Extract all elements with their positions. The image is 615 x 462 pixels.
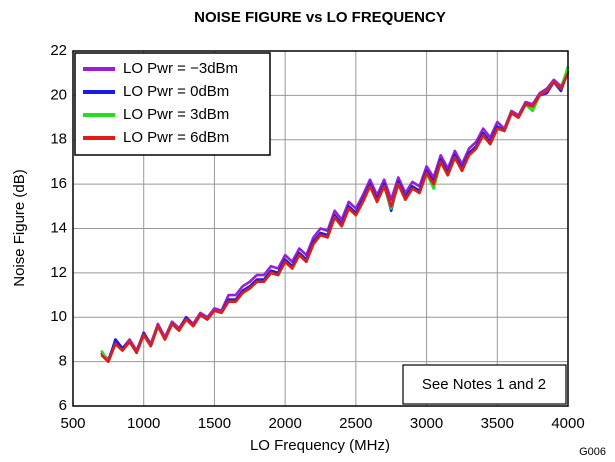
y-tick-label: 10 — [50, 308, 67, 325]
legend-label: LO Pwr = 6dBm — [123, 129, 229, 146]
chart-title: NOISE FIGURE vs LO FREQUENCY — [194, 9, 446, 26]
y-tick-label: 8 — [59, 353, 67, 370]
y-tick-label: 20 — [50, 86, 67, 103]
x-tick-label: 500 — [60, 415, 85, 432]
y-tick-label: 18 — [50, 131, 67, 148]
y-tick-label: 14 — [50, 219, 67, 236]
x-tick-label: 2000 — [268, 415, 301, 432]
series-line — [100, 72, 570, 363]
y-tick-label: 12 — [50, 264, 67, 281]
y-axis-label: Noise Figure (dB) — [11, 169, 28, 287]
x-tick-label: 2500 — [339, 415, 372, 432]
x-tick-label: 1000 — [127, 415, 160, 432]
annotation: See Notes 1 and 2 — [422, 376, 546, 393]
annotation-box — [402, 364, 567, 405]
y-tick-label: 6 — [59, 397, 67, 414]
y-tick-label: 16 — [50, 175, 67, 192]
x-tick-label: 4000 — [551, 415, 584, 432]
legend-label: LO Pwr = −3dBm — [123, 60, 238, 77]
legend-label: LO Pwr = 0dBm — [123, 83, 229, 100]
x-axis-label: LO Frequency (MHz) — [250, 437, 390, 454]
x-tick-label: 3500 — [481, 415, 514, 432]
figure-id: G006 — [579, 446, 606, 458]
legend-label: LO Pwr = 3dBm — [123, 106, 229, 123]
x-tick-label: 3000 — [410, 415, 443, 432]
y-tick-label: 22 — [50, 42, 67, 59]
x-tick-label: 1500 — [198, 415, 231, 432]
plot-frame — [72, 50, 569, 407]
